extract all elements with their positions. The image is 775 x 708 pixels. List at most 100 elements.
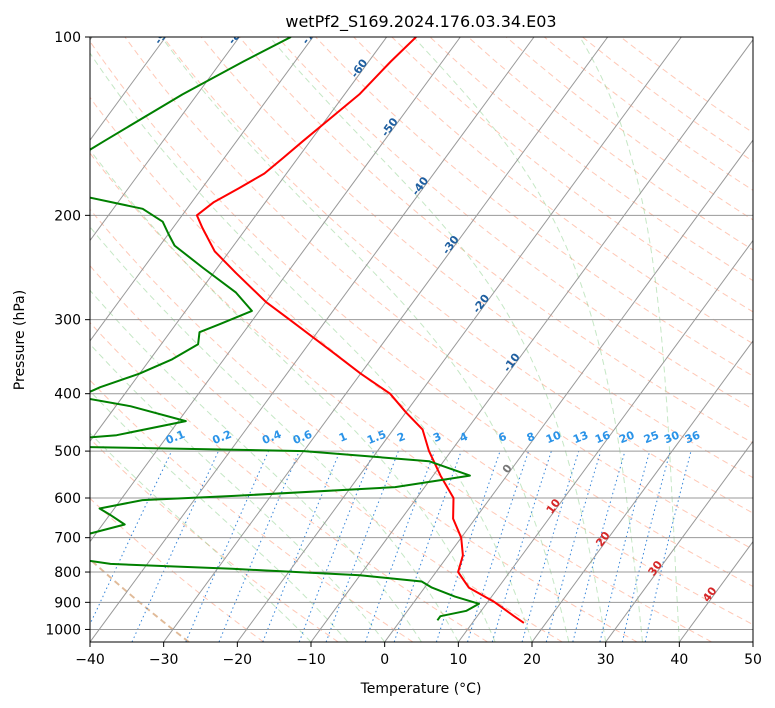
isobar-gridlines [90, 37, 753, 630]
isotherm-label: 0 [500, 462, 515, 476]
isotherm-line [605, 440, 753, 642]
mixing-ratio-line [644, 450, 692, 642]
mixing-ratio-label: 0.4 [260, 428, 283, 447]
isotherm-line [163, 37, 609, 642]
isotherm-label: -10 [501, 350, 523, 374]
x-axis: −40 −30 −20 −10 0 10 20 30 40 50 [75, 642, 762, 668]
mixing-ratio-label: 6 [497, 430, 509, 445]
y-tick-label: 900 [54, 595, 81, 611]
isotherm-line [678, 540, 753, 642]
mixing-ratio-label: 2 [395, 430, 407, 445]
moist-adiabat [90, 149, 496, 642]
dry-adiabat [620, 37, 753, 134]
mixing-ratio-line [262, 450, 341, 642]
isotherm-line [90, 37, 314, 342]
isotherm-line [531, 340, 753, 642]
isotherm-line [90, 37, 240, 242]
dry-adiabat [90, 497, 264, 642]
profile-line [90, 37, 480, 621]
x-tick-label: 0 [380, 652, 389, 668]
mixing-ratio-label: 30 [662, 428, 681, 446]
dry-adiabat [277, 37, 753, 410]
x-tick-label: −20 [223, 652, 253, 668]
mixing-ratio-line [467, 450, 530, 642]
x-tick-label: 50 [744, 652, 762, 668]
isotherm-line [90, 37, 535, 642]
reference-adiabat [90, 557, 190, 642]
dry-adiabat [162, 37, 753, 514]
y-tick-label: 800 [54, 565, 81, 581]
plot-area: -100 -90 -80 -70-60-50-40-30-20-10010203040… [90, 23, 753, 642]
isotherm-line [457, 239, 753, 642]
y-tick-label: 200 [54, 208, 81, 224]
mixing-ratio-line [599, 450, 651, 642]
x-tick-label: 20 [523, 652, 541, 668]
isotherm-label: -40 [409, 174, 431, 198]
dry-adiabat [90, 558, 190, 642]
dry-adiabat [315, 37, 753, 377]
isotherm-label: -50 [379, 115, 401, 139]
mixing-ratio-label: 8 [525, 430, 537, 445]
moist-adiabat [90, 289, 422, 642]
mixing-ratio-label: 10 [544, 428, 563, 446]
dry-adiabat [467, 37, 753, 251]
mixing-ratio-line [325, 450, 399, 642]
dry-adiabat [90, 208, 638, 642]
isotherm-label: -70 [299, 23, 321, 47]
isotherm-label: -30 [440, 233, 462, 257]
dry-adiabat [90, 321, 488, 642]
isotherm-line [90, 37, 388, 443]
mixing-ratio-label: 25 [642, 428, 661, 446]
isotherm-line [310, 38, 753, 642]
y-tick-label: 400 [54, 387, 81, 403]
mixing-ratio-label: 0.1 [164, 428, 187, 447]
mixing-ratio-label: 3 [431, 430, 443, 445]
dry-adiabat [429, 37, 753, 282]
mixing-ratio-line [185, 450, 269, 642]
plot-frame [89, 36, 754, 643]
moist-adiabat [90, 343, 386, 642]
y-tick-label: 100 [54, 30, 81, 46]
moist-adiabat [90, 390, 349, 642]
y-tick-label: 700 [54, 531, 81, 547]
mixing-ratio-label: 36 [683, 428, 702, 446]
mixing-ratio-label: 1 [337, 430, 349, 445]
y-tick-label: 600 [54, 491, 81, 507]
x-tick-label: −10 [296, 652, 326, 668]
y-tick-label: 1000 [45, 622, 81, 638]
mixing-ratio-line [131, 450, 219, 642]
moist-adiabat [90, 432, 312, 642]
dry-adiabat [90, 152, 712, 642]
mixing-ratio-line [435, 450, 501, 642]
isotherm-label: -80 [225, 23, 247, 47]
sounding-profiles [90, 37, 525, 624]
y-axis: 100 200 300 400 500 600 700 800 900 1000 [45, 30, 90, 638]
x-tick-label: −40 [75, 652, 105, 668]
isotherm-label: -90 [152, 23, 174, 47]
dry-adiabat [353, 37, 753, 345]
y-axis-label: Pressure (hPa) [12, 290, 28, 390]
dry-adiabat [505, 37, 753, 221]
dry-adiabat [90, 96, 753, 626]
isotherm-line [90, 37, 167, 141]
x-tick-label: 10 [449, 652, 467, 668]
mixing-ratio-label: 0.2 [211, 428, 234, 447]
dry-adiabat [124, 37, 753, 550]
moist-adiabat [90, 226, 459, 642]
isotherm-line [236, 37, 682, 642]
y-tick-label: 300 [54, 313, 81, 329]
dry-adiabat [543, 37, 753, 191]
line-labels: -100 -90 -80 -70-60-50-40-30-20-10010203040… [90, 23, 720, 605]
isotherm-label: 10 [544, 496, 564, 516]
moist-adiabat [269, 37, 607, 642]
x-axis-label: Temperature (°C) [360, 681, 482, 697]
dry-adiabat [90, 264, 563, 642]
mixing-ratio-label: 1.5 [365, 428, 388, 447]
mixing-ratio-line [545, 450, 602, 642]
dry-adiabat [90, 438, 339, 642]
isotherm-label: -20 [470, 292, 492, 316]
mixing-ratio-line [521, 450, 580, 642]
dry-adiabat [238, 37, 753, 444]
moist-adiabat [161, 37, 570, 642]
